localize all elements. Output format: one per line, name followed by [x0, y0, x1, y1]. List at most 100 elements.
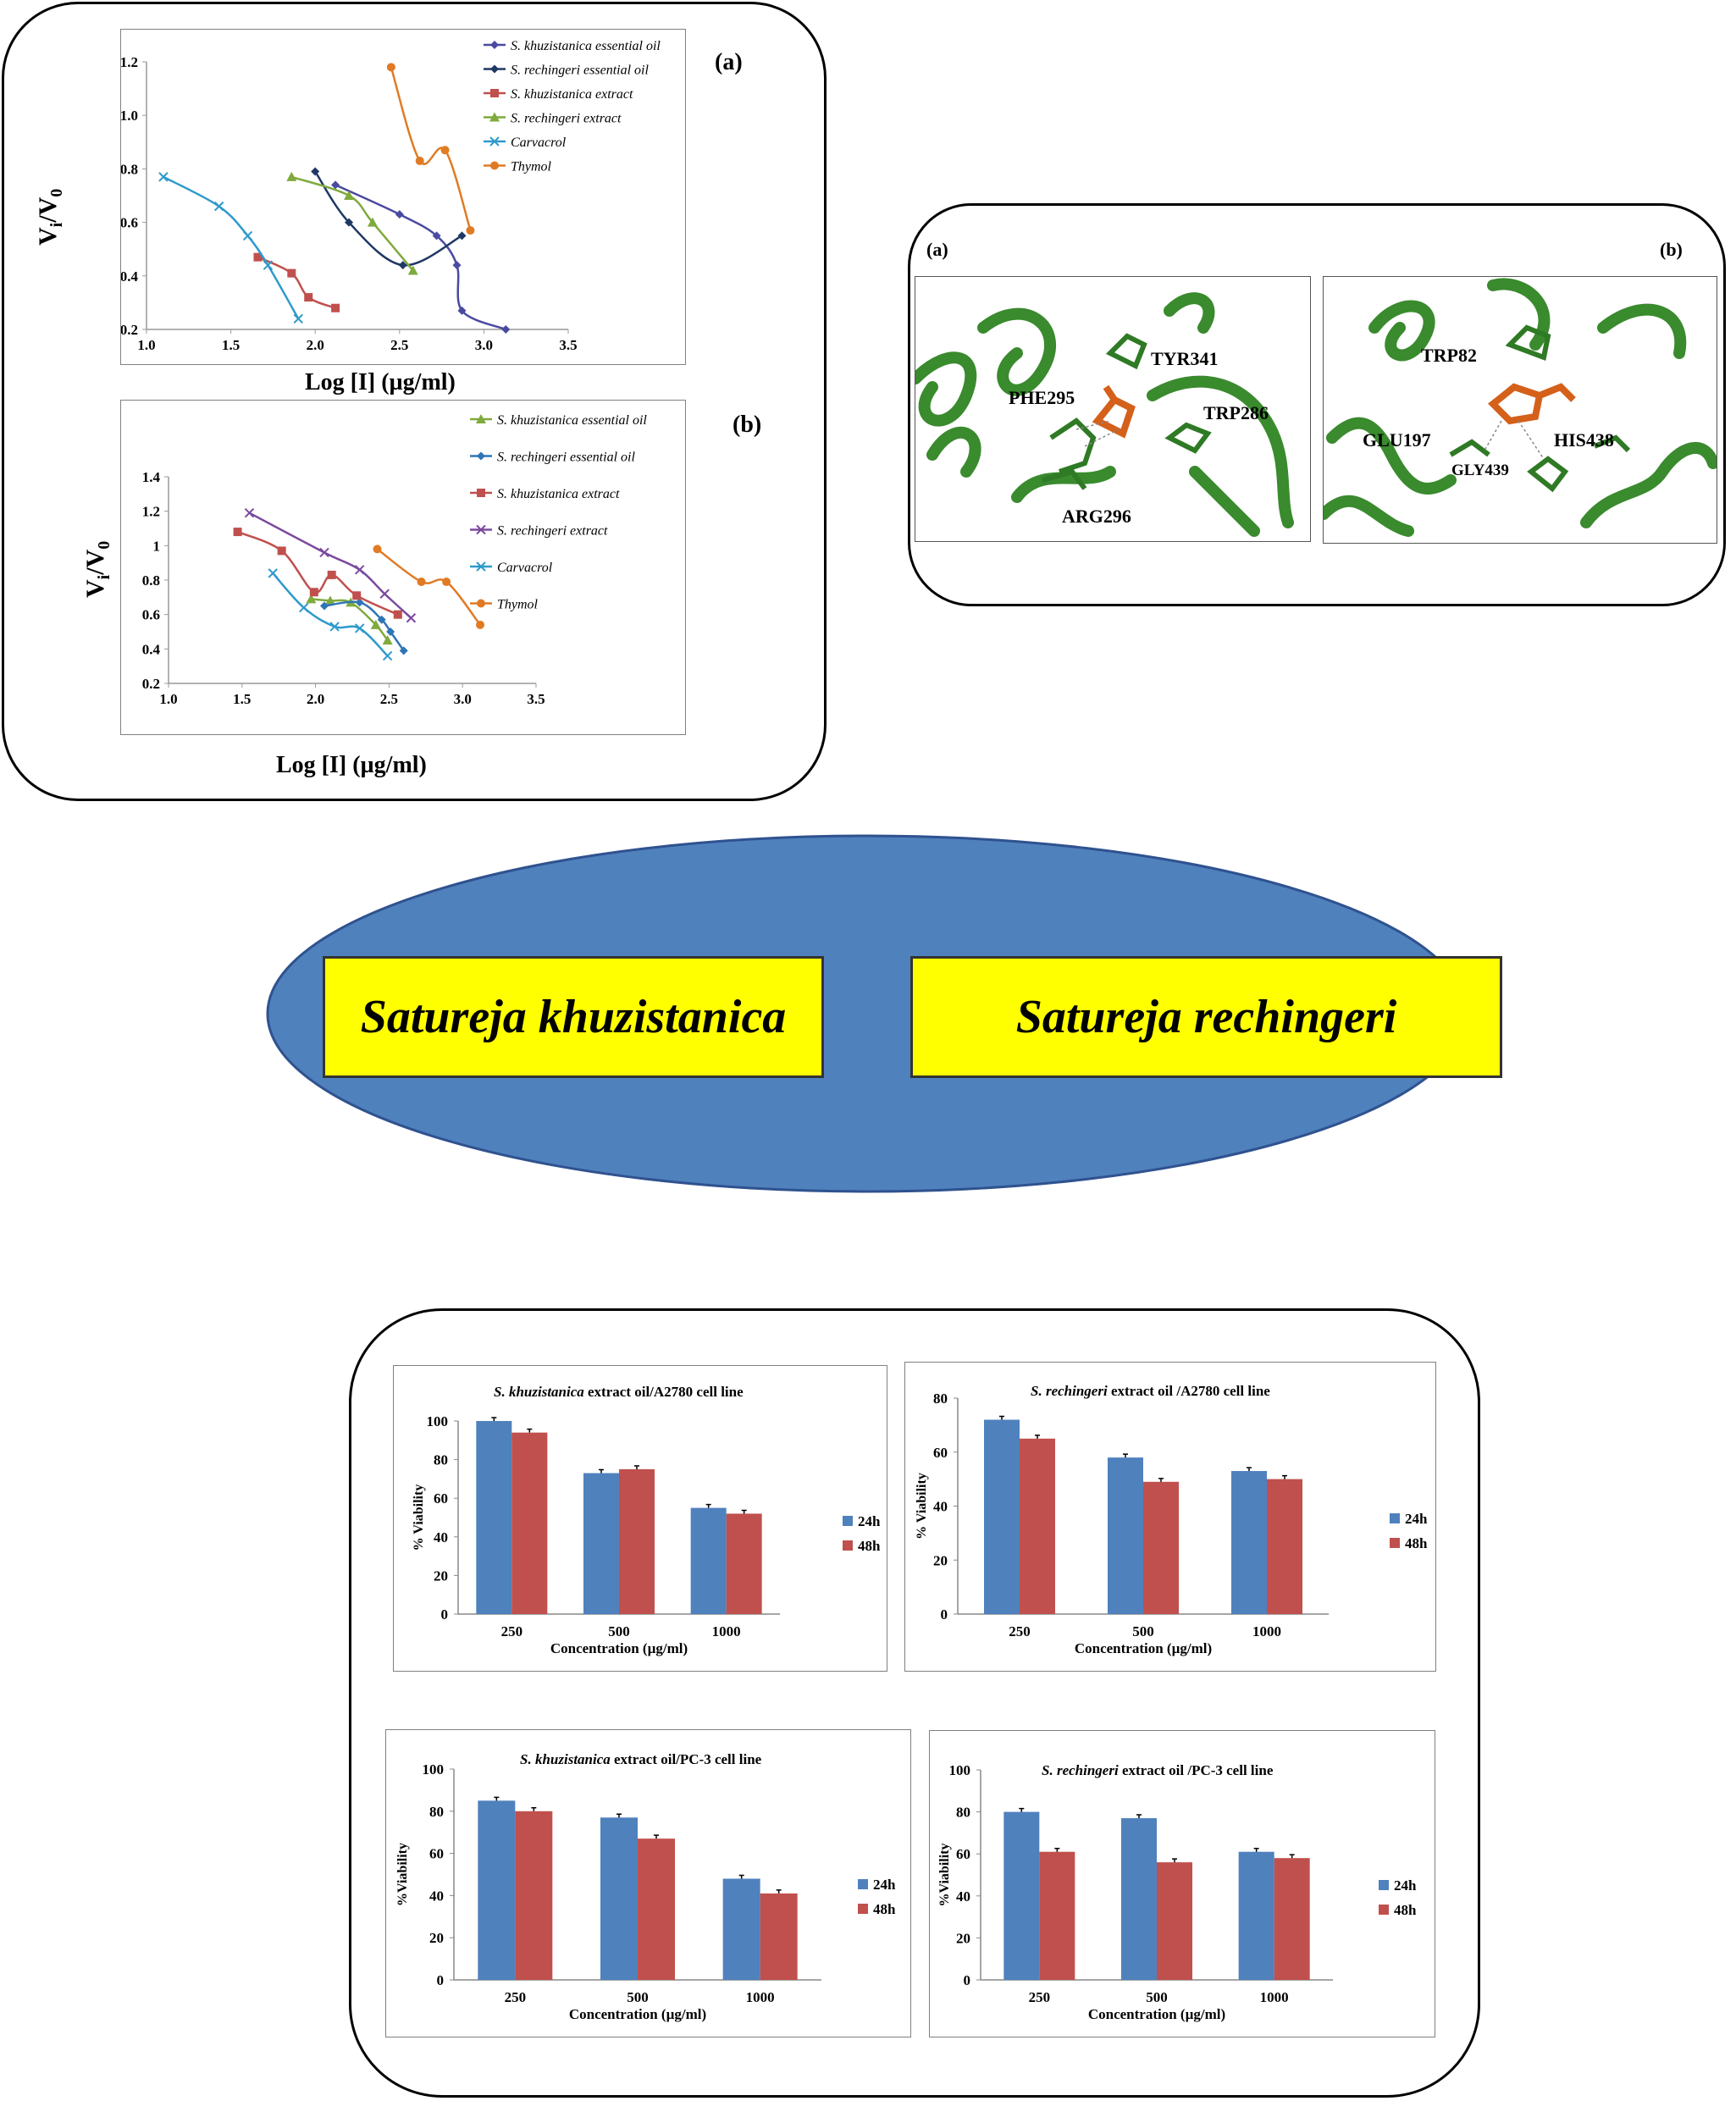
kinetics-b-point-1-0: [320, 601, 329, 611]
species-box-khuzistanica: Satureja khuzistanica: [323, 956, 824, 1078]
viability-1-ylabel: % Viability: [915, 1473, 929, 1540]
kinetics-a-point-2-3: [331, 303, 340, 312]
viability-2-bar-48h-250: [515, 1811, 553, 1980]
viability-3-ytick-0: 0: [964, 1972, 971, 1988]
viability-2-errbar-1-0: [531, 1807, 537, 1811]
docking-a-residue-3: ARG296: [1062, 506, 1131, 527]
viability-0-bar-24h-500: [583, 1473, 619, 1614]
kinetics-a-point-5-2: [440, 146, 450, 155]
docking-a-ribbons: [915, 292, 1294, 537]
kinetics-a-point-4-4: [293, 313, 303, 324]
viability-0-legend-1: 48h: [858, 1538, 881, 1554]
viability-1-bar-24h-250: [984, 1419, 1020, 1614]
kinetics-a-legend-2: S. khuzistanica extract: [511, 87, 633, 102]
kinetics-b-xtick-1: 1.5: [233, 691, 251, 707]
viability-3-title-rest: extract oil /PC-3 cell line: [1119, 1762, 1274, 1778]
viability-0-legend-swatch-0: [843, 1516, 853, 1526]
kinetics-a-point-4-2: [242, 230, 253, 241]
docking-b-structure: TRP82 GLU197 HIS438 GLY439: [1324, 278, 1717, 537]
viability-0-bar-48h-250: [511, 1432, 548, 1614]
kinetics-b-legend-2: S. khuzistanica extract: [497, 487, 620, 501]
kinetics-a-legend-marker-3: [489, 112, 500, 122]
kinetics-a-point-1-1: [345, 218, 354, 227]
kinetics-a-ytick-0: 0.2: [121, 322, 138, 338]
kinetics-a-point-3-0: [286, 171, 297, 181]
docking-b-ribbons: [1324, 278, 1717, 537]
docking-b-residue-0: TRP82: [1421, 345, 1477, 366]
viability-3-title: S. rechingeri extract oil /PC-3 cell lin…: [1042, 1762, 1274, 1778]
kinetics-b-point-3-3: [379, 589, 390, 599]
kinetics-b-point-5-3: [476, 620, 485, 629]
viability-1-ytick-4: 80: [933, 1391, 948, 1407]
docking-a-residue-0: TYR341: [1151, 348, 1218, 369]
viability-0-xtick-0: 250: [501, 1623, 523, 1639]
viability-3-ytick-3: 60: [956, 1846, 970, 1862]
kinetics-b-point-1-4: [399, 646, 408, 655]
kinetics-a-point-4-1: [213, 201, 224, 212]
viability-chart-3-svg: S. rechingeri extract oil /PC-3 cell lin…: [937, 1762, 1417, 2022]
docking-b-residue-1: GLU197: [1363, 429, 1431, 451]
viability-2-ytick-4: 80: [429, 1804, 444, 1820]
kinetics-b-point-1-3: [386, 628, 395, 636]
viability-chart-0-svg: S. khuzistanica extract oil/A2780 cell l…: [412, 1384, 881, 1656]
viability-2-bar-24h-500: [600, 1817, 638, 1980]
viability-2-ytick-2: 40: [429, 1888, 444, 1904]
viability-0-xtick-2: 1000: [712, 1623, 741, 1639]
viability-2-legend-1: 48h: [873, 1901, 896, 1917]
kinetics-chart-a: 1.0 1.5 2.0 2.5 3.0 3.5 0.2 0.4 0.6 0.8 1.0 1.2 S. k…: [120, 29, 686, 365]
kinetics-a-xtick-2: 2.0: [307, 337, 324, 353]
kinetics-b-line-carvacrol: [272, 572, 389, 657]
viability-0-errbar-0-2: [705, 1503, 711, 1508]
kinetics-b-point-0-3: [370, 619, 381, 629]
docking-b-sidechains: [1449, 324, 1631, 493]
viability-3-xtick-1: 500: [1146, 1989, 1168, 2005]
viability-0-ylabel: % Viability: [412, 1485, 426, 1551]
kinetics-b-point-1-1: [355, 598, 364, 607]
viability-3-ylabel: %Viability: [937, 1844, 952, 1907]
kinetics-b-ylabel-0: 0: [95, 540, 113, 550]
viability-3-bar-24h-250: [1003, 1811, 1040, 1980]
viability-3-xtick-2: 1000: [1260, 1989, 1289, 2005]
viability-2-ylabel: %Viability: [395, 1843, 410, 1906]
kinetics-a-point-0-3: [452, 261, 462, 270]
kinetics-b-point-3-1: [319, 547, 329, 558]
viability-0-ytick-3: 60: [434, 1490, 448, 1507]
kinetics-chart-a-svg: 1.0 1.5 2.0 2.5 3.0 3.5 0.2 0.4 0.6 0.8 1.0 1.2 S. k…: [120, 39, 661, 353]
viability-1-title-rest: extract oil /A2780 cell line: [1108, 1383, 1271, 1399]
docking-a-contacts: [1075, 420, 1120, 447]
kinetics-b-point-2-2: [309, 588, 318, 597]
viability-2-errbar-0-0: [494, 1796, 500, 1801]
kinetics-a-point-2-2: [304, 293, 313, 302]
viability-1-bar-48h-250: [1020, 1438, 1055, 1614]
kinetics-b-legend-marker-0: [476, 414, 486, 423]
viability-2-xtick-1: 500: [627, 1989, 649, 2005]
viability-2-errbar-1-2: [776, 1889, 782, 1894]
docking-a-structure: TYR341 PHE295 TRP286 ARG296: [915, 292, 1294, 537]
kinetics-a-point-5-3: [466, 226, 475, 235]
kinetics-a-panel-label: (a): [715, 49, 743, 75]
kinetics-b-point-4-1: [299, 602, 309, 613]
viability-1-legend-swatch-1: [1390, 1538, 1400, 1548]
kinetics-b-xtick-4: 3.0: [454, 691, 472, 707]
kinetics-b-legend-1: S. rechingeri essential oil: [497, 451, 635, 465]
viability-0-title-rest: extract oil/A2780 cell line: [584, 1384, 744, 1400]
viability-3-bar-24h-500: [1121, 1818, 1157, 1980]
kinetics-a-point-0-2: [432, 231, 441, 241]
viability-chart-3: S. rechingeri extract oil /PC-3 cell lin…: [929, 1730, 1435, 2037]
kinetics-b-legend-marker-2: [477, 489, 485, 497]
viability-3-errbar-1-1: [1172, 1858, 1177, 1863]
kinetics-b-point-1-2: [377, 615, 386, 624]
kinetics-b-ytick-6: 1.4: [142, 469, 161, 485]
kinetics-b-point-3-0: [244, 507, 255, 518]
kinetics-a-line-s-rechingeri-extract: [290, 175, 414, 272]
kinetics-a-ylabel-v: V: [34, 227, 62, 246]
docking-b-ligand: [1488, 383, 1576, 425]
kinetics-b-xlabel: Log [I] (µg/ml): [276, 752, 427, 778]
viability-2-ytick-3: 60: [429, 1846, 444, 1862]
kinetics-a-point-1-0: [311, 167, 320, 176]
docking-a-ligand: [1092, 384, 1136, 439]
viability-1-bar-24h-1000: [1231, 1471, 1267, 1614]
viability-3-bar-24h-1000: [1238, 1851, 1274, 1980]
viability-2-xlabel: Concentration (µg/ml): [569, 2006, 706, 2022]
kinetics-b-ytick-1: 0.4: [142, 641, 161, 657]
